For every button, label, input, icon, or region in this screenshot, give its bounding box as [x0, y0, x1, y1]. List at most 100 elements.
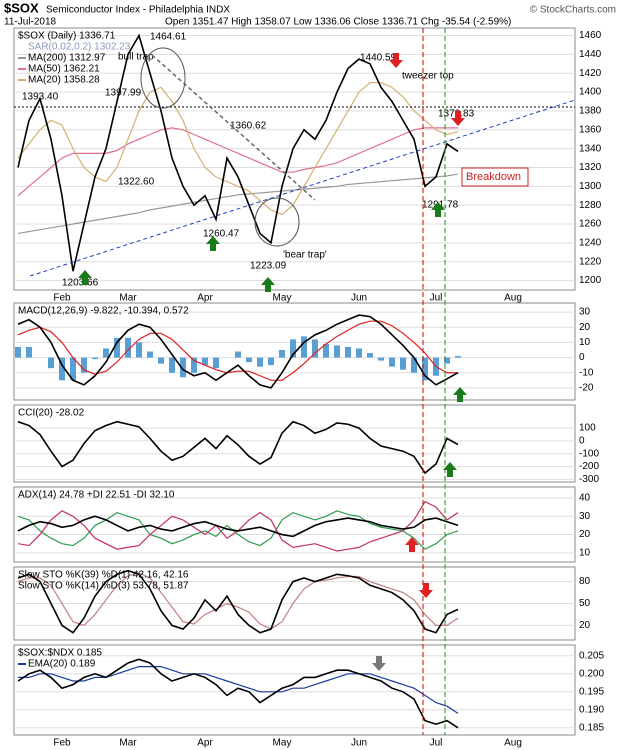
trend-line [151, 54, 316, 201]
series-line [18, 666, 459, 714]
panel-frame [13, 27, 576, 291]
y-tick-label: 0.200 [579, 668, 604, 679]
y-tick-label: 80 [579, 576, 591, 587]
histogram-bar [246, 357, 252, 363]
histogram-bar [48, 357, 54, 369]
y-tick-label: -10 [579, 367, 594, 378]
panel-frame [13, 302, 576, 401]
histogram-bar [202, 357, 208, 366]
y-tick-label: 1360 [579, 124, 602, 135]
histogram-bar [345, 346, 351, 358]
callout-box [461, 167, 529, 187]
y-tick-label: 1440 [579, 49, 602, 60]
histogram-bar [455, 356, 461, 358]
y-tick-label: 1200 [579, 275, 602, 286]
x-tick-label: Jun [351, 738, 367, 749]
annotation: 1322.60 [118, 177, 155, 188]
histogram-bar [103, 348, 109, 358]
series-line [17, 658, 459, 729]
y-tick-label: 1320 [579, 162, 602, 173]
annotation: 1464.61 [150, 32, 187, 43]
panel-title: MACD(12,26,9) -9.822, -10.394, 0.572 [18, 306, 189, 317]
panel-frame [13, 486, 576, 563]
y-tick-label: 20 [579, 529, 591, 540]
x-tick-label: Apr [197, 293, 213, 304]
series-line [17, 33, 459, 272]
legend-text: EMA(20) 0.189 [28, 659, 96, 670]
histogram-bar [136, 342, 142, 358]
histogram-bar [125, 337, 131, 358]
arrow [443, 462, 457, 477]
histogram-bar [92, 357, 98, 360]
y-tick-label: -20 [579, 383, 594, 394]
y-tick-label: 30 [579, 511, 591, 522]
arrow [419, 583, 433, 598]
histogram-bar [411, 357, 417, 373]
histogram-bar [158, 357, 164, 364]
histogram-bar [59, 357, 65, 381]
panel-frame [13, 404, 576, 483]
y-tick-label: 10 [579, 547, 591, 558]
panel-title: Slow STO %K(39) %D(1) 42.16, 42.16 [18, 570, 189, 581]
panel-title: ADX(14) 24.78 +DI 22.51 -DI 32.10 [18, 490, 175, 501]
annotation: 'bear trap' [283, 250, 327, 261]
histogram-bar [257, 357, 263, 367]
histogram-bar [378, 357, 384, 361]
histogram-bar [301, 336, 307, 358]
histogram-bar [400, 357, 406, 370]
annotation: 1203.66 [62, 278, 99, 289]
credit: © StockCharts.com [530, 5, 616, 16]
trend-line [29, 99, 576, 277]
histogram-bar [334, 345, 340, 358]
date: 11-Jul-2018 [4, 17, 57, 28]
annotation: Breakdown [466, 171, 521, 183]
arrow [78, 270, 92, 285]
histogram-bar [191, 357, 197, 373]
y-tick-label: -200 [579, 461, 599, 472]
y-tick-label: 0 [579, 352, 585, 363]
histogram-bar [15, 346, 21, 358]
histogram-bar [169, 357, 175, 373]
annotation: tweezer top [402, 71, 454, 82]
y-tick-label: 1400 [579, 87, 602, 98]
quote: Open 1351.47 High 1358.07 Low 1336.06 Cl… [165, 17, 511, 28]
y-tick-label: 40 [579, 493, 591, 504]
x-tick-label: Jul [430, 738, 443, 749]
y-tick-label: 30 [579, 307, 591, 318]
x-tick-label: Jun [351, 293, 367, 304]
annotation: 1440.59 [360, 53, 397, 64]
highlight [254, 197, 300, 247]
histogram-bar [235, 351, 241, 358]
y-tick-label: 1300 [579, 181, 602, 192]
y-tick-label: 1380 [579, 106, 602, 117]
y-tick-label: -300 [579, 474, 599, 485]
y-tick-label: 0.195 [579, 686, 604, 697]
histogram-bar [213, 357, 219, 369]
histogram-bar [114, 337, 120, 358]
panel-frame [13, 644, 576, 736]
y-tick-label: 1240 [579, 238, 602, 249]
y-tick-label: 1340 [579, 143, 602, 154]
series-line [17, 569, 459, 634]
y-tick-label: 20 [579, 322, 591, 333]
histogram-bar [312, 339, 318, 358]
y-tick-label: 0 [579, 436, 585, 447]
histogram-bar [290, 339, 296, 358]
y-tick-label: 1260 [579, 219, 602, 230]
arrow [206, 236, 220, 251]
histogram-bar [70, 357, 76, 381]
x-tick-label: Jul [430, 293, 443, 304]
y-tick-label: 1460 [579, 30, 602, 41]
histogram-bar [279, 349, 285, 358]
y-tick-label: 0.185 [579, 722, 604, 733]
histogram-bar [180, 357, 186, 378]
histogram-bar [444, 357, 450, 364]
x-tick-label: Feb [53, 293, 71, 304]
x-tick-label: Mar [119, 293, 137, 304]
y-tick-label: 0.190 [579, 704, 604, 715]
highlight [140, 47, 186, 109]
y-tick-label: 20 [579, 620, 591, 631]
series-line [17, 314, 459, 389]
legend-text: MA(200) 1312.97 [28, 53, 106, 64]
